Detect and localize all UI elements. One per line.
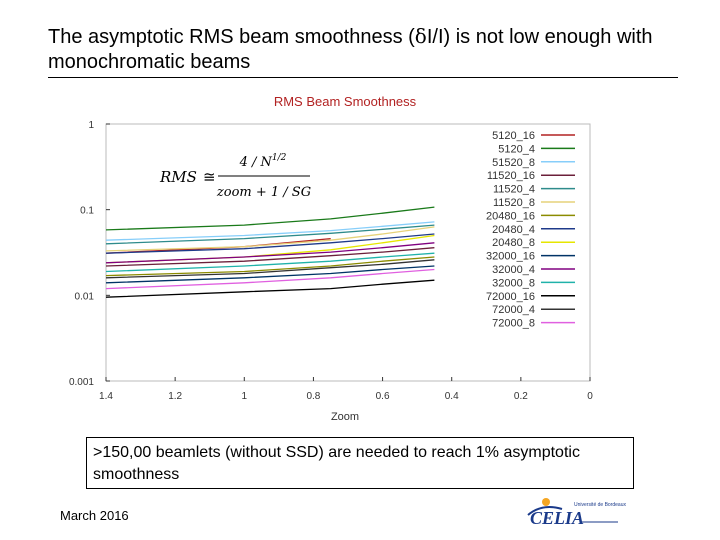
logo-caption: Université de Bordeaux — [574, 502, 626, 508]
chart-title: RMS Beam Smoothness — [274, 94, 417, 109]
note-text: >150,00 beamlets (without SSD) are neede… — [93, 444, 580, 483]
series-line-11520_4 — [105, 224, 435, 245]
legend-label: 5120_4 — [498, 143, 535, 155]
legend-label: 51520_8 — [492, 157, 535, 169]
axis-ticks: 1.4 1.2 1 0.8 0.6 0.4 0.2 0 1 0.1 0.01 0.001 — [69, 120, 593, 402]
legend-label: 20480_8 — [492, 237, 535, 249]
series-line-32000_4 — [105, 242, 435, 264]
legend-label: 11520_8 — [493, 197, 535, 209]
legend-label: 20480_16 — [486, 210, 535, 222]
series-line-72000_4 — [105, 259, 435, 279]
x-axis-label: Zoom — [331, 411, 359, 423]
series-lines — [105, 206, 435, 298]
legend-label: 11520_4 — [493, 184, 535, 196]
formula-num-exp: 1/2 — [272, 153, 287, 163]
legend-label: 72000_8 — [492, 318, 535, 330]
series-line-5120_16 — [105, 237, 331, 254]
x-tick-label: 0.6 — [376, 391, 390, 402]
x-tick-label: 0.2 — [514, 391, 528, 402]
institution-logo: CELIA Université de Bordeaux — [527, 498, 626, 528]
formula: RMS ≅ 4 / N1/2 zoom + 1 / SG — [159, 153, 311, 200]
series-line-5120_4 — [105, 206, 435, 231]
series-line-72000_8 — [105, 268, 435, 290]
note-box: >150,00 beamlets (without SSD) are neede… — [86, 437, 634, 489]
legend-label: 72000_16 — [486, 291, 535, 303]
series-line-20480_4 — [105, 233, 435, 254]
series-line-11520_16 — [105, 247, 435, 267]
legend-label: 32000_8 — [492, 277, 535, 289]
logo-sun-icon — [542, 498, 550, 506]
x-tick-label: 1.2 — [168, 391, 182, 402]
y-tick-label: 0.01 — [75, 291, 95, 302]
y-tick-label: 0.001 — [69, 377, 94, 388]
footer-date: March 2016 — [60, 508, 129, 523]
formula-denominator: zoom + 1 / SG — [216, 185, 311, 200]
plot-frame — [105, 123, 591, 382]
chart: RMS Beam Smoothness 1.4 1.2 1 0.8 0.6 0.4 0.2 0… — [69, 94, 593, 423]
formula-lhs: RMS ≅ — [159, 168, 216, 186]
formula-lhs-text: RMS — [159, 168, 197, 186]
title-rule — [48, 77, 678, 78]
legend-label: 5120_16 — [492, 130, 535, 142]
x-tick-label: 0.4 — [445, 391, 459, 402]
x-tick-label: 1.4 — [99, 391, 113, 402]
formula-approx-symbol: ≅ — [203, 168, 216, 186]
series-line-32000_8 — [105, 252, 435, 273]
series-line-72000_16 — [105, 279, 435, 298]
slide-title: The asymptotic RMS beam smoothness (δI/I… — [48, 24, 688, 75]
legend-label: 72000_4 — [492, 304, 535, 316]
x-tick-label: 1 — [242, 391, 248, 402]
logo-swoosh — [527, 506, 563, 516]
title-text-before: The asymptotic RMS beam smoothness ( — [48, 26, 415, 48]
series-line-11520_8 — [105, 226, 435, 252]
series-line-32000_16 — [105, 265, 435, 284]
series-line-51520_8 — [105, 221, 435, 241]
legend-label: 20480_4 — [492, 224, 535, 236]
series-line-20480_16 — [105, 256, 435, 277]
formula-num-base: 4 / N — [239, 155, 273, 170]
title-delta-symbol: δ — [414, 24, 427, 48]
y-tick-label: 0.1 — [80, 206, 94, 217]
logo-mark: CELIA — [530, 508, 584, 528]
legend-label: 11520_16 — [487, 170, 535, 182]
legend-label: 32000_16 — [486, 251, 535, 263]
formula-numerator: 4 / N1/2 — [239, 153, 287, 170]
y-tick-label: 1 — [88, 120, 94, 131]
x-tick-label: 0.8 — [306, 391, 320, 402]
legend-label: 32000_4 — [492, 264, 535, 276]
title-text-after: I/I) is not low enough with monochromati… — [48, 26, 653, 73]
x-tick-label: 0 — [587, 391, 593, 402]
